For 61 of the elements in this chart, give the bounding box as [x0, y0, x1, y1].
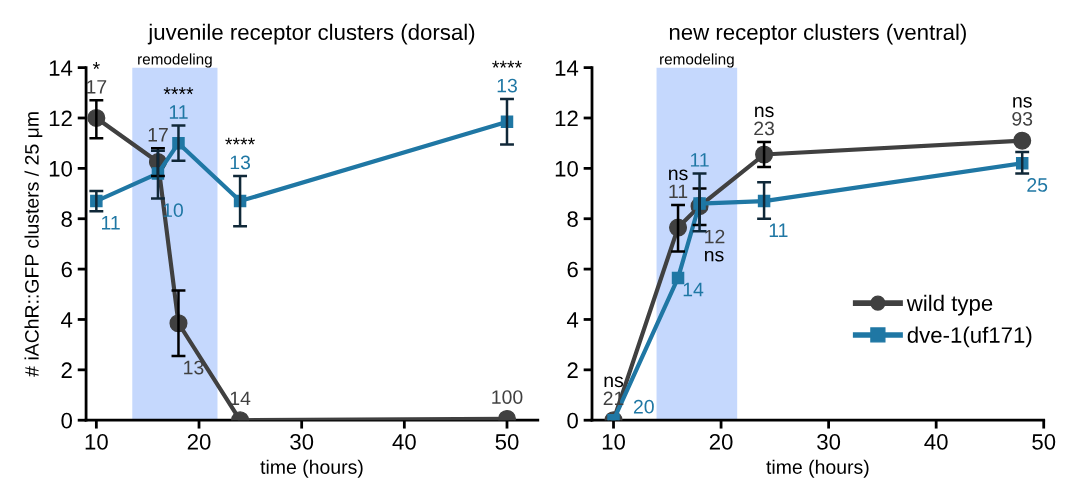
x-axis-title: time (hours) [260, 459, 363, 478]
annotation: 14 [230, 391, 251, 406]
y-tick-label: 4 [61, 312, 73, 328]
y-tick-label: 14 [49, 60, 73, 76]
annotation: 11 [102, 216, 120, 230]
annotation: 11 [769, 223, 788, 237]
annotation: 25 [1027, 178, 1048, 192]
annotation: ns [604, 376, 624, 388]
annotation: 11 [169, 105, 188, 119]
legend-label: dve-1(uf171) [907, 326, 1032, 348]
annotation: 13 [184, 360, 204, 375]
x-tick-label: 50 [495, 433, 519, 450]
y-tick-label: 0 [567, 412, 578, 429]
chart-title: juvenile receptor clusters (dorsal) [147, 23, 475, 45]
y-tick-label: 8 [567, 211, 578, 227]
annotation: 12 [705, 229, 725, 244]
x-axis-title: time (hours) [766, 459, 869, 478]
annotation: ns [669, 169, 688, 181]
y-tick-label: 4 [566, 312, 579, 328]
annotation: 13 [230, 155, 251, 170]
annotation: ns [755, 106, 774, 118]
y-tick-label: 0 [61, 412, 73, 429]
x-tick-label: 30 [290, 433, 314, 450]
annotation: **** [163, 87, 194, 95]
annotation: 100 [492, 390, 523, 404]
annotation: 14 [683, 282, 704, 297]
y-tick-label: 14 [555, 60, 579, 76]
annotation: 11 [669, 184, 688, 199]
annotation: * [92, 62, 100, 69]
annotation: ns [1013, 96, 1032, 108]
y-tick-label: 12 [555, 110, 578, 127]
x-tick-label: 10 [602, 433, 625, 450]
y-tick-label: 8 [61, 211, 72, 227]
x-tick-label: 30 [817, 433, 841, 450]
annotation: ns [705, 250, 724, 262]
annotation: 23 [754, 121, 775, 136]
y-tick-label: 12 [49, 110, 72, 127]
band-label: remodeling [138, 53, 212, 68]
x-tick-label: 20 [709, 433, 733, 450]
annotation: **** [492, 60, 522, 68]
y-tick-label: 10 [555, 160, 578, 177]
legend-label: wild type [906, 294, 993, 316]
y-tick-label: 6 [61, 261, 72, 278]
annotation: 11 [690, 153, 709, 167]
y-tick-label: 10 [49, 160, 73, 177]
band-label: remodeling [660, 53, 734, 68]
annotation: 93 [1012, 111, 1033, 126]
x-tick-label: 40 [924, 433, 948, 450]
y-tick-label: 2 [567, 362, 578, 378]
x-tick-label: 10 [85, 433, 108, 450]
annotation: 17 [148, 128, 168, 142]
annotation: 20 [633, 399, 654, 414]
y-tick-label: 6 [567, 261, 578, 278]
annotation: **** [225, 137, 255, 145]
annotation: 13 [497, 78, 517, 93]
x-tick-label: 50 [1032, 433, 1056, 450]
y-tick-label: 2 [61, 362, 72, 378]
x-tick-label: 40 [392, 433, 416, 450]
chart-title: new receptor clusters (ventral) [669, 23, 966, 45]
x-tick-label: 20 [187, 433, 211, 450]
y-axis-title: # iAChR::GFP clusters / 25 μm [24, 112, 43, 377]
